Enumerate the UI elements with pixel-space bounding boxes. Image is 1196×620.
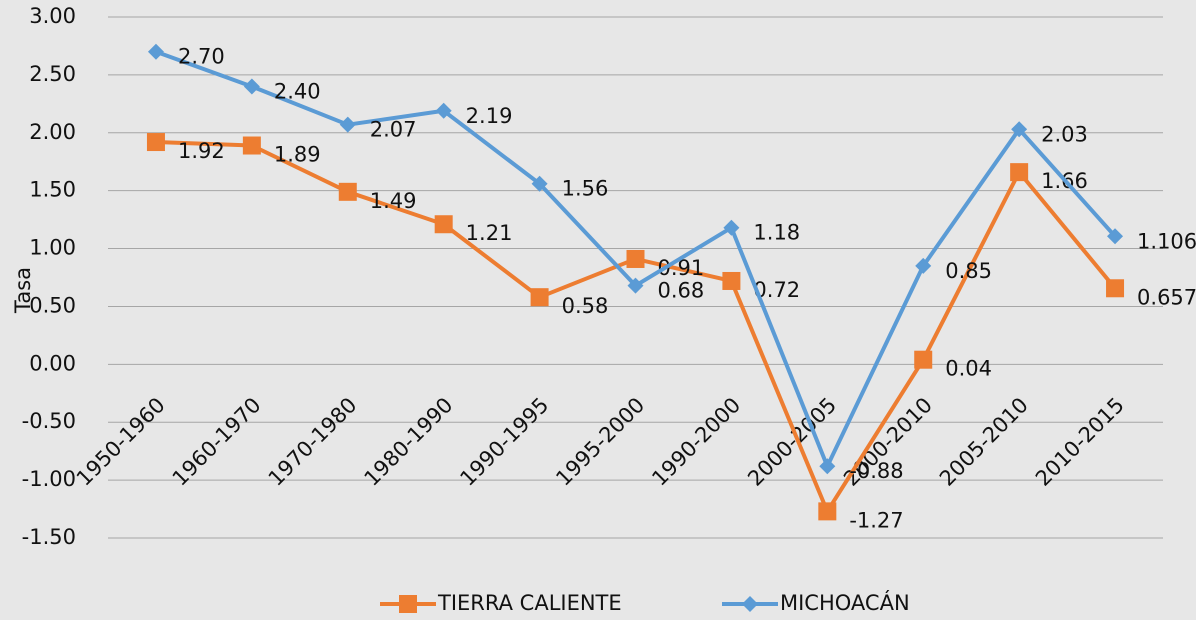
data-label: 0.85 bbox=[945, 259, 992, 283]
data-label: 2.07 bbox=[370, 118, 417, 142]
data-label: -1.27 bbox=[849, 508, 903, 532]
y-tick-label: 0.50 bbox=[29, 293, 76, 317]
data-label: 1.56 bbox=[562, 177, 609, 201]
y-tick-label: 0.00 bbox=[29, 351, 76, 375]
marker bbox=[818, 502, 837, 521]
y-tick-label: -0.50 bbox=[22, 409, 76, 433]
data-label: 1.106 bbox=[1137, 229, 1196, 253]
marker bbox=[530, 288, 549, 307]
y-tick-label: 1.00 bbox=[29, 236, 76, 260]
marker bbox=[338, 182, 357, 201]
y-tick-label: 1.50 bbox=[29, 178, 76, 202]
data-label: 2.03 bbox=[1041, 122, 1088, 146]
marker bbox=[1106, 279, 1125, 298]
marker bbox=[434, 215, 453, 234]
legend-marker bbox=[399, 595, 417, 613]
marker bbox=[819, 458, 836, 475]
marker bbox=[243, 78, 260, 95]
marker bbox=[723, 219, 740, 236]
y-axis-title: Tasa bbox=[11, 267, 35, 314]
marker bbox=[1107, 228, 1124, 245]
marker bbox=[242, 136, 261, 155]
data-label: 1.89 bbox=[274, 143, 321, 167]
y-tick-label: 3.00 bbox=[29, 4, 76, 28]
y-tick-label: 2.50 bbox=[29, 62, 76, 86]
data-label: 0.657 bbox=[1137, 285, 1196, 309]
y-tick-label: -1.00 bbox=[22, 467, 76, 491]
data-label: 2.70 bbox=[178, 45, 225, 69]
data-label: 1.18 bbox=[753, 221, 800, 245]
marker bbox=[435, 102, 452, 119]
y-tick-label: -1.50 bbox=[22, 525, 76, 549]
data-label: 2.19 bbox=[466, 104, 513, 128]
marker bbox=[339, 116, 356, 133]
legend-label: TIERRA CALIENTE bbox=[437, 591, 622, 615]
marker bbox=[531, 175, 548, 192]
data-label: -0.88 bbox=[849, 459, 903, 483]
data-label: 0.68 bbox=[658, 279, 705, 303]
data-label: 1.92 bbox=[178, 139, 225, 163]
marker bbox=[627, 277, 644, 294]
legend-marker bbox=[742, 596, 758, 612]
marker bbox=[146, 133, 165, 152]
data-label: 0.58 bbox=[562, 294, 609, 318]
marker bbox=[915, 257, 932, 274]
y-tick-label: 2.00 bbox=[29, 120, 76, 144]
data-label: 2.40 bbox=[274, 79, 321, 103]
marker bbox=[722, 271, 741, 290]
data-label: 0.04 bbox=[945, 357, 992, 381]
data-label: 1.21 bbox=[466, 221, 513, 245]
marker bbox=[1010, 163, 1029, 182]
marker bbox=[1011, 121, 1028, 138]
marker bbox=[147, 43, 164, 60]
marker bbox=[914, 350, 933, 369]
legend-label: MICHOACÁN bbox=[780, 590, 910, 615]
data-label: 1.49 bbox=[370, 189, 417, 213]
marker bbox=[626, 249, 645, 268]
